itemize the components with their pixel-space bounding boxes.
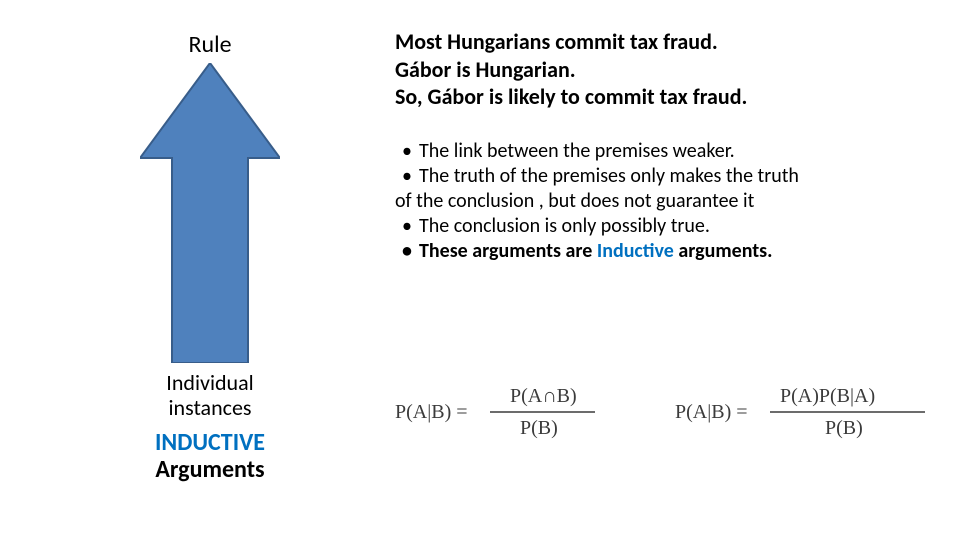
arrow-wrap [90, 63, 330, 363]
formula-2: P(A|B) = P(A)P(B|A) P(B) [675, 382, 935, 442]
instances-label: Individual instances [110, 370, 310, 421]
formulas-row: P(A|B) = P(A∩B) P(B) P(A|B) = P(A)P(B|A)… [395, 382, 935, 442]
formula-1-lhs: P(A|B) = [395, 401, 468, 423]
bullet-3-text: The conclusion is only possibly true. [419, 214, 935, 239]
bullet-1: • The link between the premises weaker. [395, 139, 935, 164]
bullet-4-text: These arguments are Inductive arguments. [419, 239, 935, 264]
formula-2-num: P(A)P(B|A) [780, 385, 875, 407]
bullet-4-pre: These arguments are [419, 239, 597, 263]
bullet-2-cont: of the conclusion , but does not guarant… [395, 189, 935, 214]
bullet-dot-icon: • [395, 214, 419, 239]
bullet-dot-icon: • [395, 139, 419, 164]
formula-2-den: P(B) [825, 417, 863, 439]
instances-line2: instances [168, 394, 251, 421]
bullet-4: • These arguments are Inductive argument… [395, 239, 935, 264]
up-arrow-icon [140, 63, 280, 363]
bullet-3: • The conclusion is only possibly true. [395, 214, 935, 239]
inductive-word: INDUCTIVE [155, 428, 265, 457]
arguments-word: Arguments [155, 455, 264, 484]
slide: Rule Individual instances INDUCTIVE Argu… [0, 0, 960, 540]
instances-line1: Individual [166, 369, 253, 396]
syllogism-line-1: Most Hungarians commit tax fraud. [395, 28, 935, 56]
formula-2-lhs: P(A|B) = [675, 401, 748, 423]
bottom-labels: Individual instances INDUCTIVE Arguments [110, 370, 310, 484]
syllogism-block: Most Hungarians commit tax fraud. Gábor … [395, 28, 935, 111]
bullet-1-text: The link between the premises weaker. [419, 139, 935, 164]
formula-1-den: P(B) [520, 417, 558, 439]
bullet-4-post: arguments. [678, 239, 772, 263]
bullet-dot-icon: • [395, 239, 419, 264]
bullet-4-mid: Inductive [597, 239, 678, 263]
syllogism-line-2: Gábor is Hungarian. [395, 56, 935, 84]
syllogism-line-3: So, Gábor is likely to commit tax fraud. [395, 83, 935, 111]
bullet-dot-icon: • [395, 164, 419, 189]
bullet-list: • The link between the premises weaker. … [395, 139, 935, 264]
formula-1-num: P(A∩B) [510, 385, 577, 407]
rule-label: Rule [90, 30, 330, 59]
bullet-2: • The truth of the premises only makes t… [395, 164, 935, 189]
bullet-2-text-a: The truth of the premises only makes the… [419, 164, 935, 189]
right-column: Most Hungarians commit tax fraud. Gábor … [395, 28, 935, 264]
left-column: Rule [90, 30, 330, 363]
formula-1: P(A|B) = P(A∩B) P(B) [395, 382, 605, 442]
inductive-title: INDUCTIVE Arguments [110, 429, 310, 484]
